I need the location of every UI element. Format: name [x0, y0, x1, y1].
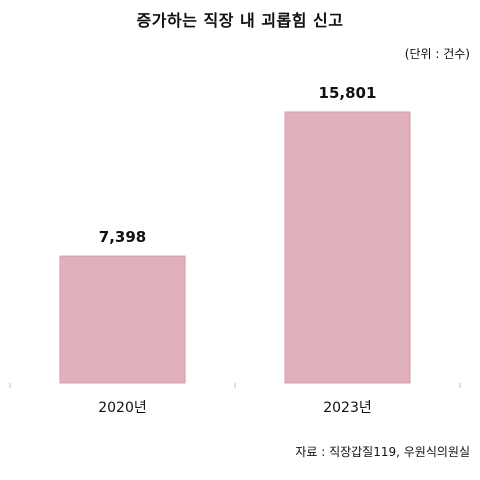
- x-tick-label-2: 2023년: [323, 400, 372, 416]
- unit-note: (단위 : 건수): [404, 47, 470, 61]
- x-tick-label-1: 2020년: [98, 400, 147, 416]
- bar-1: [59, 255, 186, 384]
- data-label-2: 15,801: [319, 84, 377, 102]
- source-note: 자료 : 직장갑질119, 우원식의원실: [295, 445, 470, 459]
- chart-title: 증가하는 직장 내 괴롭힘 신고: [136, 11, 344, 30]
- data-label-1: 7,398: [99, 228, 146, 246]
- bar-2: [284, 111, 411, 384]
